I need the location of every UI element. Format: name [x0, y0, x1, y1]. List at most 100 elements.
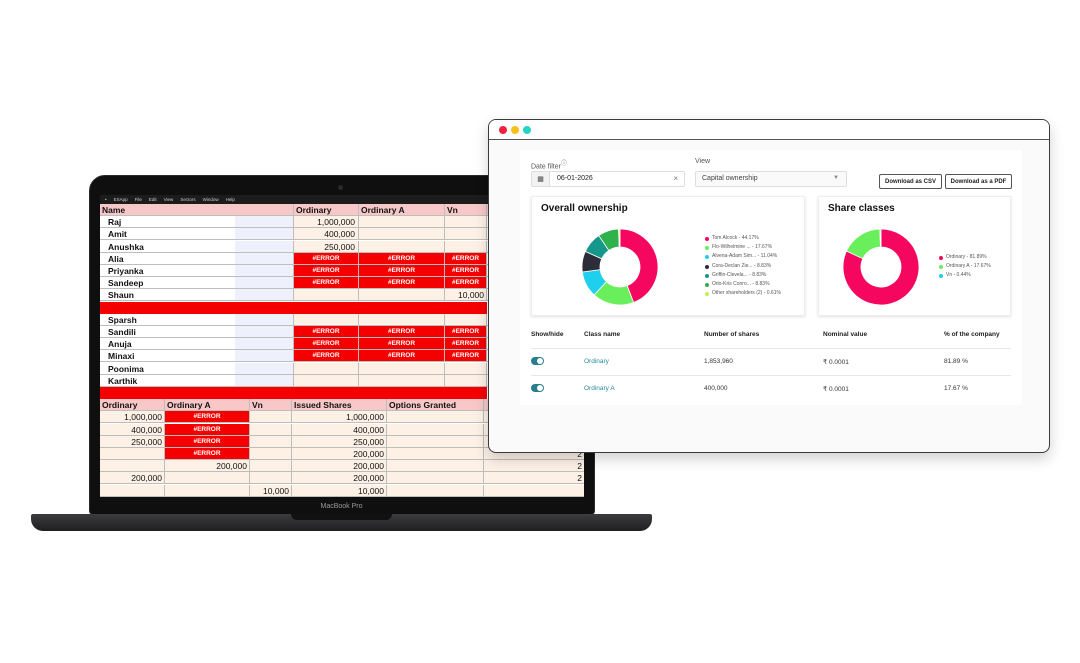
sheet-cell[interactable]: [445, 313, 487, 326]
sheet-cell[interactable]: #ERROR: [294, 350, 359, 363]
sheet-cell[interactable]: 1,000,000: [294, 216, 359, 229]
sheet2-header-cell[interactable]: Options Granted: [387, 399, 484, 412]
sheet-cell[interactable]: [445, 228, 487, 241]
sheet-name-cell[interactable]: Anuja: [100, 338, 294, 351]
sheet-cell[interactable]: [387, 423, 484, 436]
legend-entry[interactable]: Orlo-Kris Conro... - 8.83%: [705, 280, 781, 289]
sheet-cell[interactable]: [294, 313, 359, 326]
menubar-item[interactable]: File: [134, 197, 142, 202]
sheet-cell[interactable]: [445, 362, 487, 375]
sheet-cell[interactable]: [387, 435, 484, 448]
sheet-cell[interactable]: 200,000: [100, 472, 165, 485]
legend-entry[interactable]: Vn - 0.44%: [939, 271, 991, 280]
sheet-header-cell[interactable]: Vn: [445, 204, 487, 216]
sheet-name-cell[interactable]: Sandeep: [100, 277, 294, 290]
sheet-name-cell[interactable]: Sandili: [100, 326, 294, 338]
legend-entry[interactable]: Ordinary - 81.89%: [939, 253, 991, 262]
sheet-cell[interactable]: [250, 448, 292, 460]
sheet-cell[interactable]: #ERROR: [445, 265, 487, 277]
sheet-cell[interactable]: [165, 484, 250, 497]
class-name-link[interactable]: Ordinary A: [584, 385, 615, 392]
sheet-header-cell[interactable]: Ordinary A: [359, 204, 445, 216]
sheet-name-cell[interactable]: Minaxi: [100, 350, 294, 363]
sheet-cell[interactable]: [250, 472, 292, 485]
sheet-cell[interactable]: [445, 240, 487, 253]
sheet-cell[interactable]: 2: [484, 460, 584, 473]
sheet-cell[interactable]: 200,000: [292, 472, 387, 485]
sheet-cell[interactable]: [165, 472, 250, 485]
sheet-cell[interactable]: [387, 472, 484, 485]
sheet-cell[interactable]: #ERROR: [165, 435, 250, 448]
sheet-cell[interactable]: [250, 460, 292, 473]
sheet2-header-cell[interactable]: Ordinary: [100, 399, 165, 412]
donut-slice[interactable]: [618, 228, 621, 248]
sheet-cell[interactable]: 200,000: [292, 448, 387, 460]
menubar-item[interactable]: Sectors: [180, 197, 196, 202]
sheet-cell[interactable]: 200,000: [292, 460, 387, 473]
show-hide-toggle[interactable]: [531, 384, 544, 392]
legend-entry[interactable]: Griffin-Clevela... - 8.83%: [705, 271, 781, 280]
sheet-cell[interactable]: [100, 460, 165, 473]
sheet-name-cell[interactable]: Raj: [100, 216, 294, 229]
maximize-window-button[interactable]: [523, 126, 531, 134]
legend-entry[interactable]: Ordinary A - 17.67%: [939, 262, 991, 271]
sheet-cell[interactable]: #ERROR: [359, 350, 445, 363]
sheet-name-cell[interactable]: Anushka: [100, 240, 294, 253]
sheet-cell[interactable]: 400,000: [294, 228, 359, 241]
sheet-cell[interactable]: [359, 362, 445, 375]
sheet-cell[interactable]: [387, 484, 484, 497]
sheet-cell[interactable]: 10,000: [445, 289, 487, 302]
close-window-button[interactable]: [499, 126, 507, 134]
sheet-cell[interactable]: 250,000: [294, 240, 359, 253]
sheet-cell[interactable]: 2: [484, 472, 584, 485]
sheet-cell[interactable]: 10,000: [250, 484, 292, 497]
legend-entry[interactable]: Other shareholders (2) - 0.61%: [705, 289, 781, 298]
sheet-cell[interactable]: [484, 484, 584, 497]
sheet-cell[interactable]: [294, 374, 359, 387]
sheet-cell[interactable]: #ERROR: [445, 350, 487, 363]
sheet-cell[interactable]: [100, 448, 165, 460]
sheet-cell[interactable]: 200,000: [165, 460, 250, 473]
sheet-name-cell[interactable]: Sparsh: [100, 313, 294, 326]
sheet-cell[interactable]: [387, 411, 484, 424]
sheet-cell[interactable]: [359, 216, 445, 229]
donut-slice[interactable]: [842, 228, 920, 306]
date-filter-input[interactable]: ▦ 06-01-2026 ×: [531, 171, 685, 187]
sheet-cell[interactable]: [100, 484, 165, 497]
sheet-cell[interactable]: [250, 411, 292, 424]
sheet-name-cell[interactable]: Poonima: [100, 362, 294, 375]
info-icon[interactable]: ⓘ: [560, 161, 567, 167]
sheet-cell[interactable]: #ERROR: [359, 326, 445, 338]
sheet-cell[interactable]: 10,000: [292, 484, 387, 497]
sheet-cell[interactable]: #ERROR: [294, 252, 359, 265]
sheet-cell[interactable]: 250,000: [100, 435, 165, 448]
legend-entry[interactable]: Cora-Declan Zie... - 8.83%: [705, 262, 781, 271]
menubar-item[interactable]: View: [163, 197, 174, 202]
sheet-cell[interactable]: 400,000: [100, 423, 165, 436]
sheet-cell[interactable]: [387, 460, 484, 473]
sheet-cell[interactable]: #ERROR: [359, 338, 445, 351]
sheet-cell[interactable]: [250, 435, 292, 448]
sheet-cell[interactable]: [294, 289, 359, 302]
sheet-cell[interactable]: [445, 374, 487, 387]
sheet2-header-cell[interactable]: Vn: [250, 399, 292, 412]
sheet-cell[interactable]: #ERROR: [359, 277, 445, 290]
sheet-cell[interactable]: [250, 423, 292, 436]
minimize-window-button[interactable]: [511, 126, 519, 134]
donut-slice[interactable]: [619, 228, 659, 304]
sheet-cell[interactable]: #ERROR: [165, 411, 250, 424]
sheet-header-cell[interactable]: Ordinary: [294, 204, 359, 216]
sheet-cell[interactable]: #ERROR: [359, 265, 445, 277]
sheet-cell[interactable]: #ERROR: [294, 265, 359, 277]
sheet-cell[interactable]: #ERROR: [445, 326, 487, 338]
sheet-cell[interactable]: #ERROR: [294, 326, 359, 338]
sheet-name-cell[interactable]: Karthik: [100, 374, 294, 387]
sheet-cell[interactable]: #ERROR: [294, 277, 359, 290]
sheet-cell[interactable]: #ERROR: [445, 252, 487, 265]
sheet-cell[interactable]: #ERROR: [294, 338, 359, 351]
sheet-cell[interactable]: [359, 374, 445, 387]
sheet-cell[interactable]: #ERROR: [445, 277, 487, 290]
sheet-cell[interactable]: [294, 362, 359, 375]
sheet-cell[interactable]: 1,000,000: [292, 411, 387, 424]
clear-icon[interactable]: ×: [673, 174, 678, 183]
